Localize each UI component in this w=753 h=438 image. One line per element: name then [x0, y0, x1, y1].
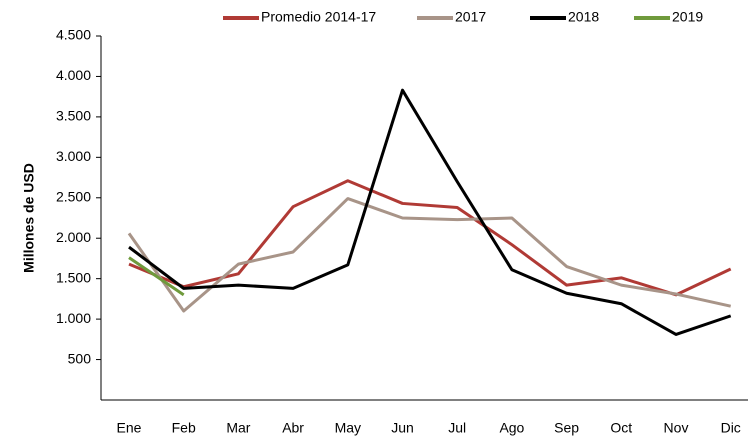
series-line: [128, 88, 732, 336]
legend-label: 2019: [672, 9, 703, 25]
x-tick-label: Dic: [721, 420, 741, 436]
y-tick-label: 4.000: [56, 67, 91, 83]
x-tick-label: May: [335, 420, 361, 436]
y-tick-label: 2.500: [56, 188, 91, 204]
series-line: [127, 197, 732, 313]
y-tick-label: 1.500: [56, 269, 91, 285]
x-tick-label: Feb: [172, 420, 196, 436]
y-axis-label: Millones de USD: [21, 163, 37, 273]
series-line: [128, 179, 732, 297]
y-tick-label: 3.000: [56, 148, 91, 164]
x-tick-label: Mar: [226, 420, 250, 436]
series-line: [128, 256, 185, 297]
legend-label: 2018: [568, 9, 599, 25]
x-tick-label: Ago: [499, 420, 524, 436]
x-tick-label: Oct: [610, 420, 632, 436]
legend-label: Promedio 2014-17: [261, 9, 376, 25]
y-tick-label: 500: [68, 350, 92, 366]
y-tick-label: 4.500: [56, 27, 91, 43]
x-tick-label: Jul: [448, 420, 466, 436]
x-tick-label: Nov: [664, 420, 689, 436]
x-tick-label: Abr: [282, 420, 304, 436]
y-tick-label: 3.500: [56, 108, 91, 124]
legend-label: 2017: [455, 9, 486, 25]
x-tick-label: Jun: [391, 420, 414, 436]
y-tick-label: 2.000: [56, 229, 91, 245]
x-tick-label: Ene: [117, 420, 142, 436]
x-tick-label: Sep: [554, 420, 579, 436]
y-tick-label: 1.000: [56, 310, 91, 326]
